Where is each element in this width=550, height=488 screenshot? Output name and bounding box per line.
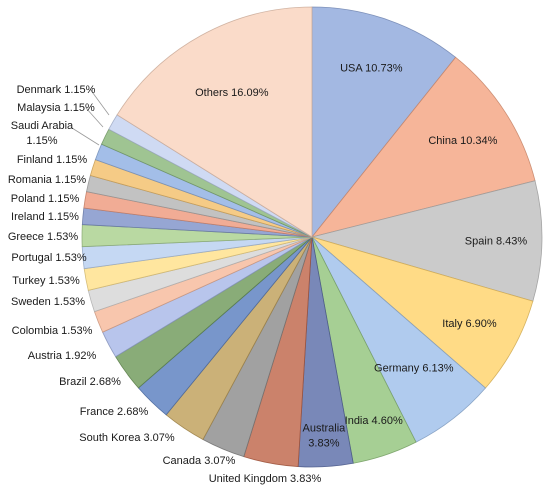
label-united-kingdom: United Kingdom 3.83%: [209, 473, 322, 485]
slice-spain: [310, 180, 543, 302]
label-italy: Italy 6.90%: [442, 318, 497, 330]
leader-line-malaysia: [85, 107, 104, 128]
label-portugal: Portugal 1.53%: [11, 252, 86, 264]
slice-labels: USA 10.73% China 10.34% Spain 8.43% Italy 6…: [8, 63, 528, 485]
leader-lines: [71, 88, 110, 146]
label-sweden: Sweden 1.53%: [11, 296, 85, 308]
pie-slices: [81, 6, 543, 468]
label-malaysia: Malaysia 1.15%: [17, 102, 95, 114]
label-usa: USA 10.73%: [340, 63, 403, 75]
label-canada: Canada 3.07%: [163, 455, 236, 467]
slice-others: [116, 6, 313, 238]
label-others: Others 16.09%: [195, 87, 269, 99]
leader-line-denmark: [89, 88, 110, 116]
label-colombia: Colombia 1.53%: [12, 325, 93, 337]
label-brazil: Brazil 2.68%: [59, 376, 121, 388]
label-finland: Finland 1.15%: [17, 154, 88, 166]
label-denmark: Denmark 1.15%: [17, 84, 96, 96]
label-romania: Romania 1.15%: [8, 174, 86, 186]
label-poland: Poland 1.15%: [11, 193, 80, 205]
slice-usa: [311, 6, 457, 239]
label-greece: Greece 1.53%: [8, 231, 79, 243]
label-france: France 2.68%: [80, 406, 149, 418]
label-india: India 4.60%: [345, 415, 403, 427]
label-saudi-arabia: Saudi Arabia 1.15%: [11, 120, 74, 147]
label-south-korea: South Korea 3.07%: [79, 432, 175, 444]
label-turkey: Turkey 1.53%: [12, 275, 80, 287]
label-australia: Australia 3.83%: [303, 422, 347, 449]
label-germany: Germany 6.13%: [374, 363, 454, 375]
label-china: China 10.34%: [428, 135, 497, 147]
slice-china: [310, 56, 536, 238]
label-austria: Austria 1.92%: [28, 350, 97, 362]
label-spain: Spain 8.43%: [465, 235, 528, 247]
leader-line-saudi-arabia: [71, 127, 100, 146]
label-ireland: Ireland 1.15%: [11, 211, 79, 223]
